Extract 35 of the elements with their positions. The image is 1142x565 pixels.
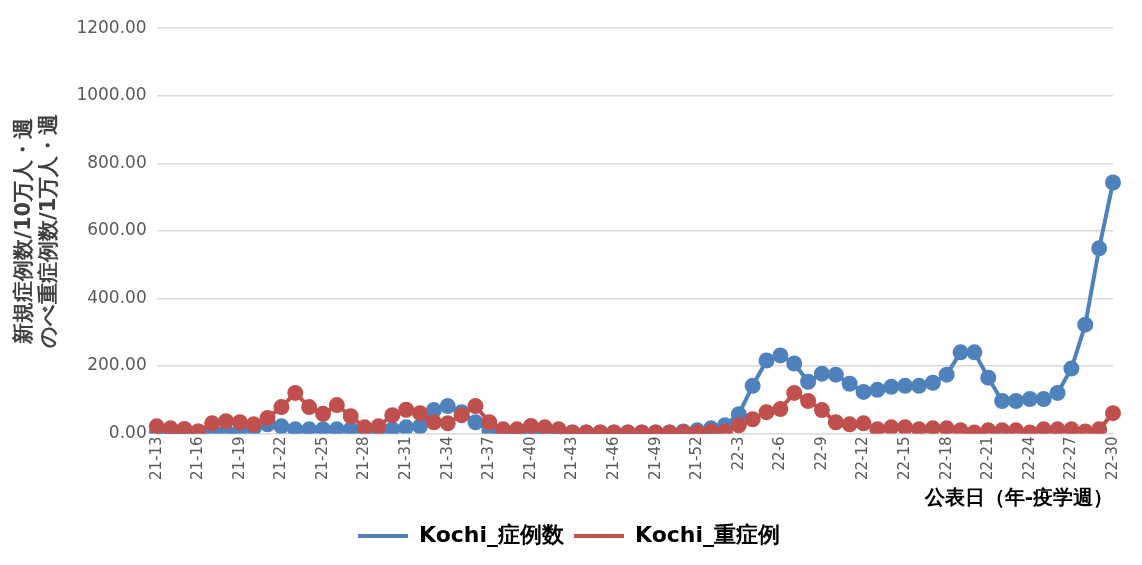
x-tick-label: 22-15 [895, 436, 913, 481]
x-tick-label: 22-18 [936, 436, 955, 481]
x-tick-label: 21-34 [437, 436, 456, 481]
x-tick-label: 21-43 [562, 436, 581, 481]
x-tick-label: 21-49 [645, 436, 664, 481]
x-tick-label: 22-3 [728, 436, 747, 471]
x-axis-title: 公表日（年-疫学週） [923, 485, 1113, 510]
x-tick-label: 21-22 [271, 436, 290, 481]
y-tick-label: 600.00 [87, 219, 147, 240]
x-tick-label: 21-31 [396, 436, 415, 481]
x-tick-label: 22-24 [1019, 436, 1038, 481]
y-tick-label: 1000.00 [76, 84, 147, 105]
y-tick-label: 1200.00 [76, 16, 147, 37]
y-tick-label: 400.00 [87, 286, 147, 307]
x-tick-label: 21-19 [229, 436, 248, 481]
x-tick-label: 21-16 [188, 436, 207, 481]
x-tick-label: 22-30 [1102, 436, 1121, 481]
legend-label: Kochi_症例数 [418, 521, 565, 547]
y-tick-label: 0.00 [108, 421, 147, 442]
y-axis-title: 新規症例数/10万人・週のべ重症例数/1万人・週 [11, 113, 61, 348]
x-tick-label: 21-40 [520, 436, 539, 481]
x-tick-label: 22-6 [770, 436, 789, 471]
y-tick-label: 800.00 [87, 151, 147, 172]
x-tick-label: 22-27 [1061, 436, 1080, 481]
x-tick-label: 21-52 [687, 436, 706, 481]
x-tick-label: 21-25 [312, 436, 331, 481]
x-tick-label: 22-21 [978, 436, 997, 481]
x-tick-label: 22-9 [811, 436, 830, 471]
x-tick-label: 21-37 [479, 436, 498, 481]
y-tick-label: 200.00 [87, 354, 147, 375]
x-tick-label: 21-28 [354, 436, 373, 481]
legend-label: Kochi_重症例 [635, 521, 781, 547]
x-tick-label: 22-12 [853, 436, 872, 481]
x-tick-label: 21-46 [603, 436, 622, 481]
x-tick-label: 21-13 [146, 436, 165, 481]
